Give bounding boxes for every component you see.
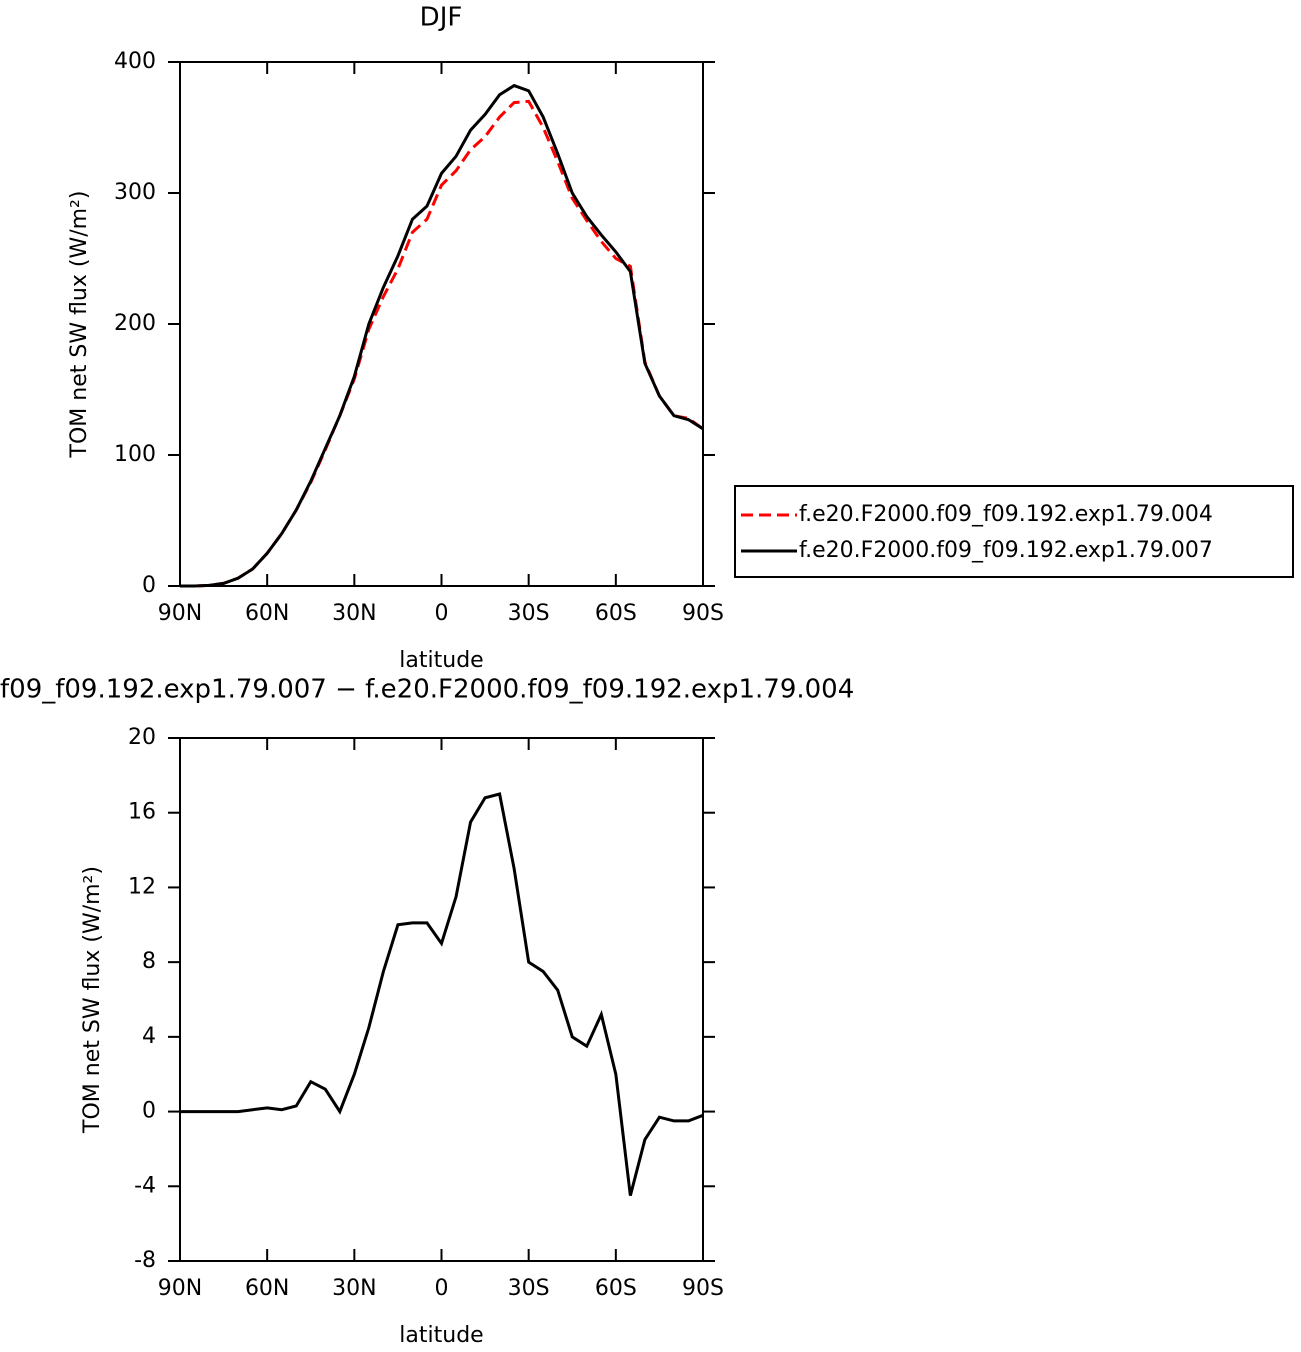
x-tick-label: 30S xyxy=(508,1276,550,1301)
y-tick-label: 20 xyxy=(128,725,156,750)
legend-box xyxy=(734,485,1294,578)
legend-label: f.e20.F2000.f09_f09.192.exp1.79.004 xyxy=(799,502,1213,527)
y-tick-label: 200 xyxy=(114,311,156,336)
y-tick-label: 8 xyxy=(142,949,156,974)
y-tick-label: 400 xyxy=(114,49,156,74)
x-tick-label: 60N xyxy=(245,601,289,626)
x-tick-label: 60S xyxy=(595,1276,637,1301)
x-tick-label: 60S xyxy=(595,601,637,626)
y-tick-label: 16 xyxy=(128,800,156,825)
chart-title: DJF xyxy=(420,3,463,33)
y-tick-label: 300 xyxy=(114,180,156,205)
x-tick-label: 90N xyxy=(158,1276,202,1301)
x-tick-label: 90S xyxy=(682,601,724,626)
y-tick-label: -8 xyxy=(134,1248,156,1273)
y-tick-label: -4 xyxy=(134,1173,156,1198)
y-tick-label: 100 xyxy=(114,442,156,467)
data-line xyxy=(180,792,704,1197)
x-tick-label: 30N xyxy=(332,1276,376,1301)
y-tick-label: 4 xyxy=(142,1024,156,1049)
legend-label: f.e20.F2000.f09_f09.192.exp1.79.007 xyxy=(799,538,1213,563)
y-tick-label: 12 xyxy=(128,874,156,899)
x-tick-label: 30S xyxy=(508,601,550,626)
plot-frame xyxy=(179,61,704,587)
plot-frame xyxy=(179,737,704,1262)
chart-title: f09_f09.192.exp1.79.007 − f.e20.F2000.f0… xyxy=(0,675,854,705)
x-tick-label: 60N xyxy=(245,1276,289,1301)
x-tick-label: 30N xyxy=(332,601,376,626)
x-tick-label: 90S xyxy=(682,1276,724,1301)
x-tick-label: 0 xyxy=(435,1276,449,1301)
y-tick-label: 0 xyxy=(142,1099,156,1124)
y-axis-label: TOM net SW flux (W/m²) xyxy=(80,866,105,1134)
y-axis-label: TOM net SW flux (W/m²) xyxy=(67,191,92,459)
x-tick-label: 0 xyxy=(435,601,449,626)
x-axis-label: latitude xyxy=(399,1323,483,1348)
x-tick-label: 90N xyxy=(158,601,202,626)
y-tick-label: 0 xyxy=(142,573,156,598)
x-axis-label: latitude xyxy=(399,648,483,673)
data-line xyxy=(180,83,704,588)
